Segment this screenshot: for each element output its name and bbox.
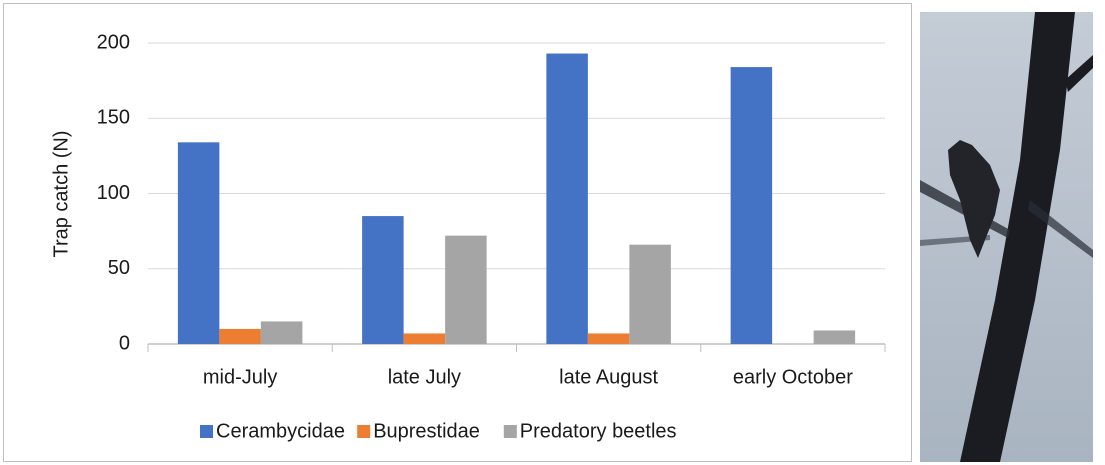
y-tick-label: 150 — [97, 107, 130, 129]
bar — [445, 235, 487, 344]
y-tick-label: 200 — [97, 31, 130, 53]
bar — [629, 244, 671, 344]
bar — [813, 330, 856, 344]
x-tick-label: early October — [733, 366, 853, 388]
x-tick-label: late July — [388, 366, 461, 388]
bar — [587, 333, 630, 344]
legend-label: Cerambycidae — [216, 420, 345, 442]
legend-swatch — [357, 425, 371, 438]
y-axis-label: Trap catch (N) — [50, 130, 72, 257]
y-tick-label: 0 — [119, 332, 130, 354]
chart-frame — [3, 3, 912, 462]
x-tick-label: mid-July — [203, 366, 277, 388]
bar — [403, 333, 446, 344]
x-tick-label: late August — [559, 366, 658, 388]
bar — [362, 216, 404, 344]
bar — [260, 321, 303, 344]
legend-swatch — [200, 425, 213, 438]
legend-swatch — [503, 425, 517, 438]
y-tick-label: 50 — [108, 257, 130, 279]
bar — [219, 328, 261, 344]
bar — [730, 67, 773, 344]
legend-label: Predatory beetles — [520, 420, 677, 442]
legend-label: Buprestidae — [373, 420, 480, 442]
y-tick-label: 100 — [97, 182, 130, 204]
bar — [177, 142, 220, 344]
bar — [546, 53, 588, 344]
photo — [920, 12, 1093, 462]
